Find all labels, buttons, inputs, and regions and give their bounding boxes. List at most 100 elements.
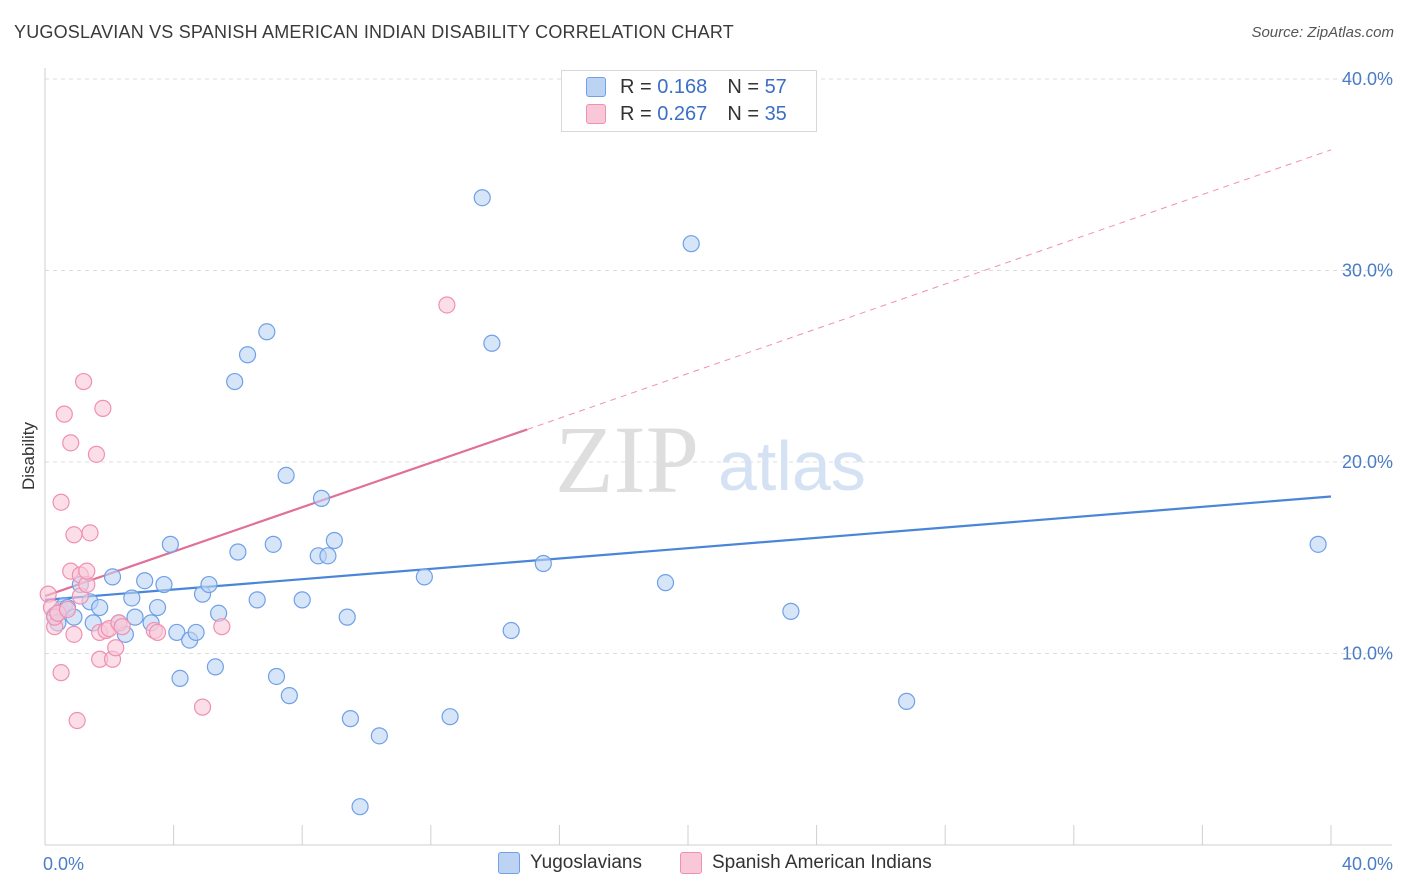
point-spanish-american-indians-32: [193, 698, 212, 716]
point-spanish-american-indians-8: [58, 600, 77, 619]
bottom-legend-label-yugoslavians: Yugoslavians: [530, 852, 642, 873]
legend-n-value: 57: [764, 75, 787, 98]
point-yugoslavians-54: [898, 692, 916, 710]
legend-n-label: N =: [727, 75, 759, 98]
point-yugoslavians-47: [473, 189, 491, 207]
bottom-legend-label-spanish-american-indians: Spanish American Indians: [712, 852, 932, 873]
point-yugoslavians-14: [136, 572, 154, 590]
point-yugoslavians-30: [248, 591, 266, 609]
point-yugoslavians-38: [312, 489, 331, 507]
bottom-legend-swatch-spanish-american-indians: [680, 852, 702, 874]
y-tick-label-10: 10.0%: [1342, 644, 1393, 664]
legend-swatch-spanish-american-indians: [586, 104, 606, 124]
point-yugoslavians-12: [123, 589, 141, 607]
point-yugoslavians-20: [171, 669, 189, 687]
point-spanish-american-indians-20: [87, 445, 106, 463]
point-yugoslavians-29: [238, 346, 257, 364]
legend-r-value: 0.267: [657, 102, 708, 125]
point-yugoslavians-51: [656, 574, 675, 592]
legend-row-yugoslavians: R = 0.168 N = 57: [586, 75, 787, 99]
point-spanish-american-indians-31: [148, 623, 167, 642]
point-yugoslavians-24: [200, 575, 218, 594]
point-yugoslavians-13: [126, 608, 144, 626]
bottom-legend-swatch-yugoslavians: [498, 852, 520, 874]
point-yugoslavians-52: [682, 235, 700, 253]
chart-title: YUGOSLAVIAN VS SPANISH AMERICAN INDIAN D…: [14, 22, 734, 42]
watermark-zip: ZIP: [555, 406, 699, 513]
x-tick-label-max: 40.0%: [1342, 854, 1393, 874]
trend-line-extended-1: [527, 149, 1332, 430]
legend-r-label: R =: [620, 102, 652, 125]
point-yugoslavians-48: [483, 334, 501, 352]
point-yugoslavians-45: [415, 568, 433, 586]
point-spanish-american-indians-7: [55, 405, 73, 423]
bottom-legend-spanish-american-indians: Spanish American Indians: [680, 852, 932, 874]
point-yugoslavians-55: [1309, 535, 1327, 553]
point-yugoslavians-35: [280, 687, 298, 705]
point-yugoslavians-42: [341, 710, 360, 728]
point-yugoslavians-49: [502, 621, 520, 640]
point-yugoslavians-43: [351, 798, 369, 816]
point-yugoslavians-50: [534, 554, 552, 573]
point-spanish-american-indians-16: [74, 372, 93, 391]
points-layer: [39, 189, 1327, 816]
point-spanish-american-indians-27: [107, 639, 125, 657]
point-yugoslavians-28: [229, 543, 247, 561]
legend: R = 0.168 N = 57 R = 0.267 N = 35: [561, 70, 817, 132]
point-yugoslavians-53: [782, 602, 800, 620]
y-tick-label-30: 30.0%: [1342, 261, 1393, 281]
point-spanish-american-indians-33: [213, 618, 231, 636]
legend-row-spanish-american-indians: R = 0.267 N = 35: [586, 102, 787, 126]
point-yugoslavians-9: [103, 568, 122, 586]
legend-r-value: 0.168: [657, 75, 708, 98]
point-yugoslavians-17: [155, 575, 173, 594]
point-yugoslavians-39: [319, 547, 337, 565]
legend-n-label: N =: [727, 102, 759, 125]
point-yugoslavians-32: [264, 535, 282, 553]
bottom-legend: Yugoslavians Spanish American Indians: [0, 852, 1406, 878]
point-spanish-american-indians-5: [52, 664, 70, 682]
point-yugoslavians-8: [91, 598, 109, 617]
x-tick-label-min: 0.0%: [43, 854, 84, 874]
y-axis-label: Disability: [19, 421, 38, 490]
point-spanish-american-indians-19: [81, 524, 99, 542]
point-spanish-american-indians-18: [78, 562, 96, 580]
grid-layer: [45, 78, 1392, 654]
point-spanish-american-indians-9: [62, 434, 80, 452]
point-spanish-american-indians-29: [113, 618, 131, 636]
legend-n-value: 35: [764, 102, 787, 125]
point-yugoslavians-18: [161, 535, 179, 553]
y-tick-label-20: 20.0%: [1342, 452, 1393, 472]
point-yugoslavians-22: [187, 623, 205, 642]
point-yugoslavians-41: [338, 608, 356, 626]
legend-r-label: R =: [620, 75, 652, 98]
point-yugoslavians-46: [441, 708, 459, 726]
watermark-atlas: atlas: [718, 427, 866, 505]
trend-line-1: [44, 428, 528, 598]
point-yugoslavians-31: [258, 323, 276, 341]
watermark: ZIP atlas: [555, 406, 866, 513]
source-label: Source: ZipAtlas.com: [1251, 24, 1394, 41]
point-spanish-american-indians-13: [68, 711, 86, 730]
point-spanish-american-indians-11: [65, 625, 83, 643]
point-yugoslavians-36: [293, 591, 311, 609]
point-yugoslavians-25: [206, 658, 224, 676]
point-yugoslavians-19: [168, 623, 186, 642]
point-spanish-american-indians-12: [65, 526, 83, 544]
point-yugoslavians-44: [370, 727, 388, 745]
trend-line-0: [44, 495, 1332, 601]
point-yugoslavians-34: [277, 466, 295, 485]
axis-layer: [44, 68, 1392, 846]
point-yugoslavians-16: [148, 598, 167, 617]
point-yugoslavians-40: [325, 531, 343, 550]
point-spanish-american-indians-6: [52, 493, 70, 511]
y-tick-label-40: 40.0%: [1342, 69, 1393, 89]
point-yugoslavians-27: [226, 372, 244, 391]
bottom-legend-yugoslavians: Yugoslavians: [498, 852, 642, 874]
labels-layer: 10.0% 20.0% 30.0% 40.0% 0.0% 40.0%: [43, 69, 1393, 874]
trend-layer: [44, 149, 1332, 601]
point-spanish-american-indians-23: [94, 399, 112, 417]
point-spanish-american-indians-34: [438, 296, 456, 314]
legend-swatch-yugoslavians: [586, 77, 606, 97]
